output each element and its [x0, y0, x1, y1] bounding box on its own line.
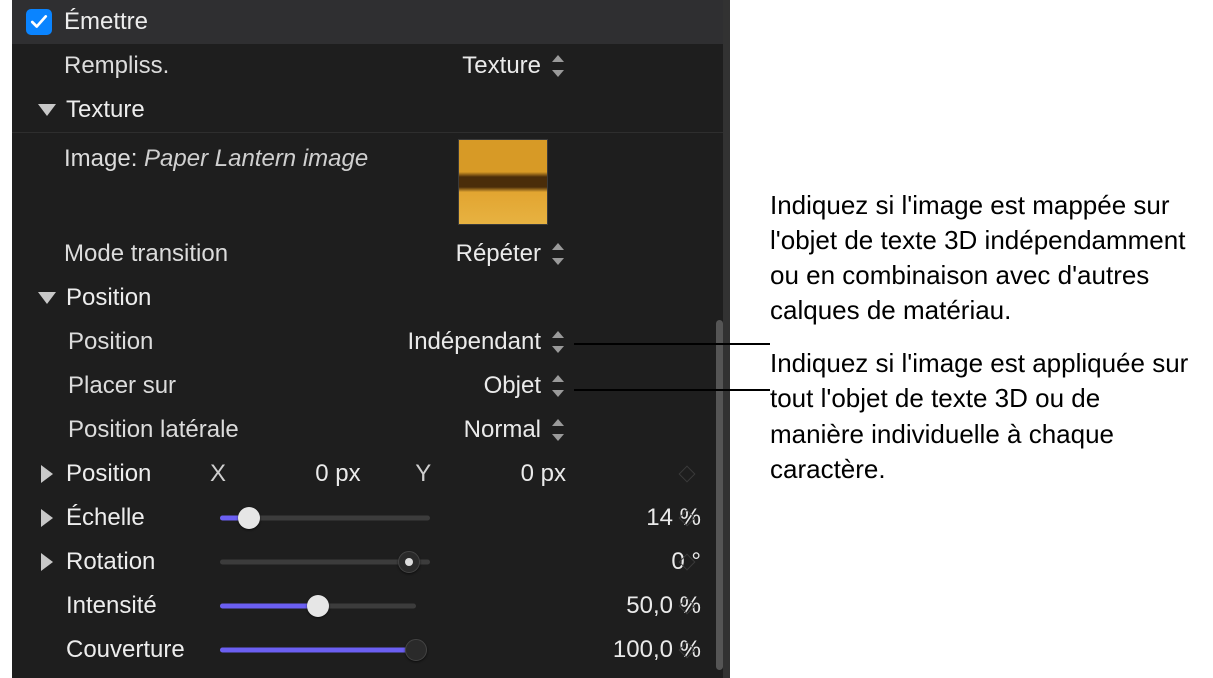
callouts: Indiquez si l'image est mappée sur l'obj…: [770, 188, 1190, 487]
fill-value: Texture: [462, 52, 541, 80]
rotation-slider[interactable]: [220, 550, 430, 574]
coverage-slider[interactable]: [220, 638, 416, 662]
wrap-popup[interactable]: Répéter: [456, 240, 565, 268]
rotation-disclosure[interactable]: [41, 553, 53, 571]
scale-disclosure[interactable]: [41, 509, 53, 527]
emit-checkbox[interactable]: [26, 9, 52, 35]
callout-line-1: [574, 343, 770, 345]
texture-header-row[interactable]: Texture: [12, 88, 723, 132]
wrap-row: Mode transition Répéter: [12, 232, 723, 276]
inspector-panel: Émettre Rempliss. Texture Texture Image:…: [12, 0, 730, 678]
placement-row: Position Indépendant: [12, 320, 723, 364]
rotation-label: Rotation: [66, 548, 206, 576]
placeon-popup[interactable]: Objet: [484, 372, 565, 400]
placement-header-row[interactable]: Position: [12, 276, 723, 320]
callout-placeon: Indiquez si l'image est appliquée sur to…: [770, 346, 1190, 486]
keyframe-diamond[interactable]: [679, 466, 696, 483]
placeon-label: Placer sur: [68, 372, 176, 400]
image-name: Paper Lantern image: [144, 145, 368, 172]
placement-label: Position: [68, 328, 153, 356]
stepper-icon: [551, 375, 565, 397]
stepper-icon: [551, 419, 565, 441]
placement-popup[interactable]: Indépendant: [408, 328, 565, 356]
y-value[interactable]: 0 px: [486, 460, 566, 488]
intensity-slider[interactable]: [220, 594, 416, 618]
scale-label: Échelle: [66, 504, 206, 532]
placeon-row: Placer sur Objet: [12, 364, 723, 408]
stepper-icon: [551, 243, 565, 265]
placement-disclosure[interactable]: [38, 292, 56, 304]
side-row: Position latérale Normal: [12, 408, 723, 452]
side-label: Position latérale: [68, 416, 239, 444]
section-emit[interactable]: Émettre: [12, 0, 723, 44]
scale-slider[interactable]: [220, 506, 430, 530]
fill-popup[interactable]: Texture: [462, 52, 565, 80]
callout-placement: Indiquez si l'image est mappée sur l'obj…: [770, 188, 1190, 328]
intensity-label: Intensité: [66, 592, 206, 620]
placement-header: Position: [66, 284, 151, 312]
image-label: Image: Paper Lantern image: [64, 145, 368, 173]
scale-row: Échelle 14 %: [12, 496, 723, 540]
texture-disclosure[interactable]: [38, 104, 56, 116]
image-row: Image: Paper Lantern image: [12, 132, 723, 232]
callout-line-2: [574, 389, 770, 391]
placement-value: Indépendant: [408, 328, 541, 356]
panel-scrollbar[interactable]: [716, 320, 723, 670]
texture-swatch[interactable]: [458, 139, 548, 225]
placeon-value: Objet: [484, 372, 541, 400]
coverage-label: Couverture: [66, 636, 206, 664]
intensity-row: Intensité 50,0 %: [12, 584, 723, 628]
position-label: Position: [66, 460, 206, 488]
y-label: Y: [411, 460, 435, 488]
position-disclosure[interactable]: [41, 465, 53, 483]
wrap-value: Répéter: [456, 240, 541, 268]
position-xy-row: Position X 0 px Y 0 px: [12, 452, 723, 496]
x-value[interactable]: 0 px: [281, 460, 361, 488]
stepper-icon: [551, 331, 565, 353]
fill-label: Rempliss.: [64, 52, 169, 80]
side-value: Normal: [464, 416, 541, 444]
texture-header: Texture: [66, 96, 145, 124]
emit-label: Émettre: [64, 8, 148, 36]
rotation-row: Rotation 0 °: [12, 540, 723, 584]
wrap-label: Mode transition: [64, 240, 228, 268]
checkmark-icon: [30, 13, 48, 31]
fill-row: Rempliss. Texture: [12, 44, 723, 88]
stepper-icon: [551, 55, 565, 77]
side-popup[interactable]: Normal: [464, 416, 565, 444]
x-label: X: [206, 460, 230, 488]
coverage-row: Couverture 100,0 %: [12, 628, 723, 672]
